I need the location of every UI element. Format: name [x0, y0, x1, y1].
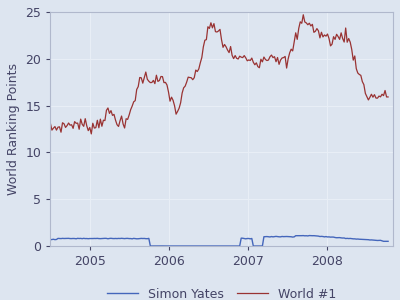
Y-axis label: World Ranking Points: World Ranking Points: [7, 63, 20, 195]
Simon Yates: [307, 234, 312, 237]
World #1: [380, 92, 384, 96]
World #1: [124, 117, 128, 121]
Simon Yates: [122, 237, 127, 240]
World #1: [301, 13, 306, 16]
Simon Yates: [386, 239, 390, 243]
Simon Yates: [258, 244, 263, 248]
Simon Yates: [74, 237, 78, 241]
World #1: [230, 53, 234, 57]
World #1: [78, 117, 83, 121]
Line: Simon Yates: Simon Yates: [50, 236, 388, 246]
Simon Yates: [380, 239, 384, 243]
Simon Yates: [150, 244, 154, 248]
Simon Yates: [48, 238, 53, 242]
World #1: [386, 95, 390, 99]
World #1: [74, 122, 78, 125]
Line: World #1: World #1: [50, 15, 388, 134]
World #1: [258, 57, 263, 61]
World #1: [89, 132, 94, 136]
Simon Yates: [230, 244, 234, 248]
Legend: Simon Yates, World #1: Simon Yates, World #1: [102, 283, 341, 300]
Simon Yates: [78, 237, 83, 240]
World #1: [48, 122, 53, 125]
